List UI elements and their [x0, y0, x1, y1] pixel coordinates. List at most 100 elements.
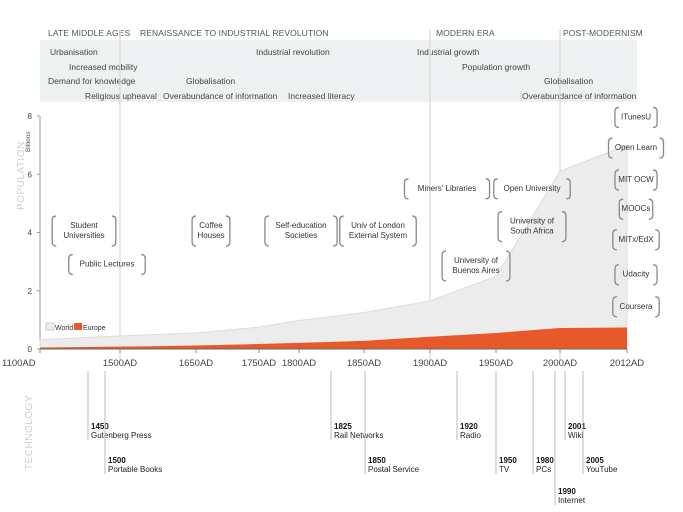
annotation-itunesu: ITunesU: [614, 106, 658, 129]
x-tick-label: 1500AD: [103, 358, 137, 369]
bracket-right: [505, 250, 511, 282]
tech-name: TV: [499, 465, 510, 474]
tech-name: Gutenberg Press: [91, 431, 151, 440]
technology-axis-label: TECHNOLOGY: [24, 395, 35, 470]
x-tick-label: 1100AD: [2, 358, 36, 369]
bracket-right: [485, 178, 491, 200]
annotation-text: Buenos Aires: [452, 266, 499, 275]
bracket-left: [614, 169, 619, 191]
bracket-right: [561, 211, 567, 243]
tech-year: 2005: [586, 456, 604, 465]
bracket-left: [607, 137, 613, 159]
bracket-left: [614, 106, 619, 129]
y-tick-label: 6: [28, 170, 33, 179]
area-series-world: [39, 144, 628, 350]
x-tick-label: 2012AD: [610, 358, 644, 369]
bracket-left: [264, 215, 269, 247]
trend-label: Religious upheaval: [85, 91, 157, 101]
annotation-text: University of: [454, 256, 499, 265]
bracket-left: [497, 211, 503, 243]
bracket-right: [659, 137, 665, 159]
trend-label: Population growth: [462, 62, 530, 72]
bracket-right: [653, 106, 658, 129]
trend-label: Increased literacy: [288, 91, 355, 101]
tech-name: Portable Books: [108, 465, 162, 474]
trend-label: Demand for knowledge: [48, 76, 136, 86]
bracket-left: [612, 296, 617, 318]
trends-band: [40, 40, 637, 102]
bracket-left: [612, 229, 617, 251]
annotation-mitx-edx: MITx/EdX: [612, 229, 660, 251]
trend-label: Overabundance of information: [522, 91, 637, 101]
bracket-left: [191, 215, 197, 247]
tech-year: 1990: [558, 487, 576, 496]
x-tick-label: 1900AD: [413, 358, 447, 369]
annotation-udacity: Udacity: [614, 264, 658, 286]
annotation-text: Universities: [63, 231, 104, 240]
bracket-left: [51, 215, 57, 247]
population-axis-label: POPULATION: [16, 141, 27, 210]
trend-label: Globalisation: [544, 76, 593, 86]
y-tick-label: 0: [28, 345, 33, 354]
annotation-public-lectures: Public Lectures: [68, 253, 146, 276]
tech-name: Wiki: [568, 431, 583, 440]
bracket-left: [441, 250, 447, 282]
trend-label: Industrial revolution: [256, 47, 330, 57]
billions-axis-label: Billions: [25, 131, 32, 152]
tech-year: 1450: [91, 422, 109, 431]
annotation-text: Coffee: [199, 221, 223, 230]
annotation-text: MITx/EdX: [618, 235, 654, 244]
bracket-right: [333, 215, 338, 247]
x-tick-label: 1800AD: [282, 358, 316, 369]
legend-swatch: [74, 323, 82, 330]
annotation-text: Coursera: [620, 302, 653, 311]
tech-name: Rail Networks: [334, 431, 383, 440]
tech-name: PCs: [536, 465, 551, 474]
annotation-text: Houses: [197, 231, 224, 240]
tech-year: 2001: [568, 422, 586, 431]
tech-year: 1920: [460, 422, 478, 431]
era-label: LATE MIDDLE AGES: [48, 28, 130, 38]
legend-label: Europe: [83, 325, 106, 332]
annotation-text: Self-education: [275, 221, 326, 230]
bracket-right: [655, 229, 660, 251]
annotation-moocs: MOOCs: [618, 198, 654, 220]
trend-label: Overabundance of information: [163, 91, 278, 101]
bracket-right: [141, 253, 146, 276]
era-label: MODERN ERA: [436, 28, 495, 38]
tech-name: Internet: [558, 496, 586, 505]
tech-year: 1500: [108, 456, 126, 465]
annotation-text: Student: [70, 221, 98, 230]
annotation-coursera: Coursera: [612, 296, 660, 318]
y-tick-label: 2: [28, 287, 33, 296]
x-tick-label: 2000AD: [543, 358, 577, 369]
annotation-text: Public Lectures: [80, 260, 135, 269]
x-tick-label: 1650AD: [179, 358, 213, 369]
annotation-text: University of: [510, 217, 555, 226]
bracket-right: [655, 296, 660, 318]
bracket-left: [618, 198, 624, 220]
x-tick-label: 1750AD: [242, 358, 276, 369]
tech-year: 1950: [499, 456, 517, 465]
bracket-right: [653, 169, 658, 191]
bracket-right: [412, 215, 417, 247]
era-label: POST-MODERNISM: [563, 28, 643, 38]
bracket-left: [339, 215, 344, 247]
annotation-text: Open University: [504, 184, 561, 193]
tech-name: Postal Service: [368, 465, 420, 474]
bracket-left: [614, 264, 619, 286]
